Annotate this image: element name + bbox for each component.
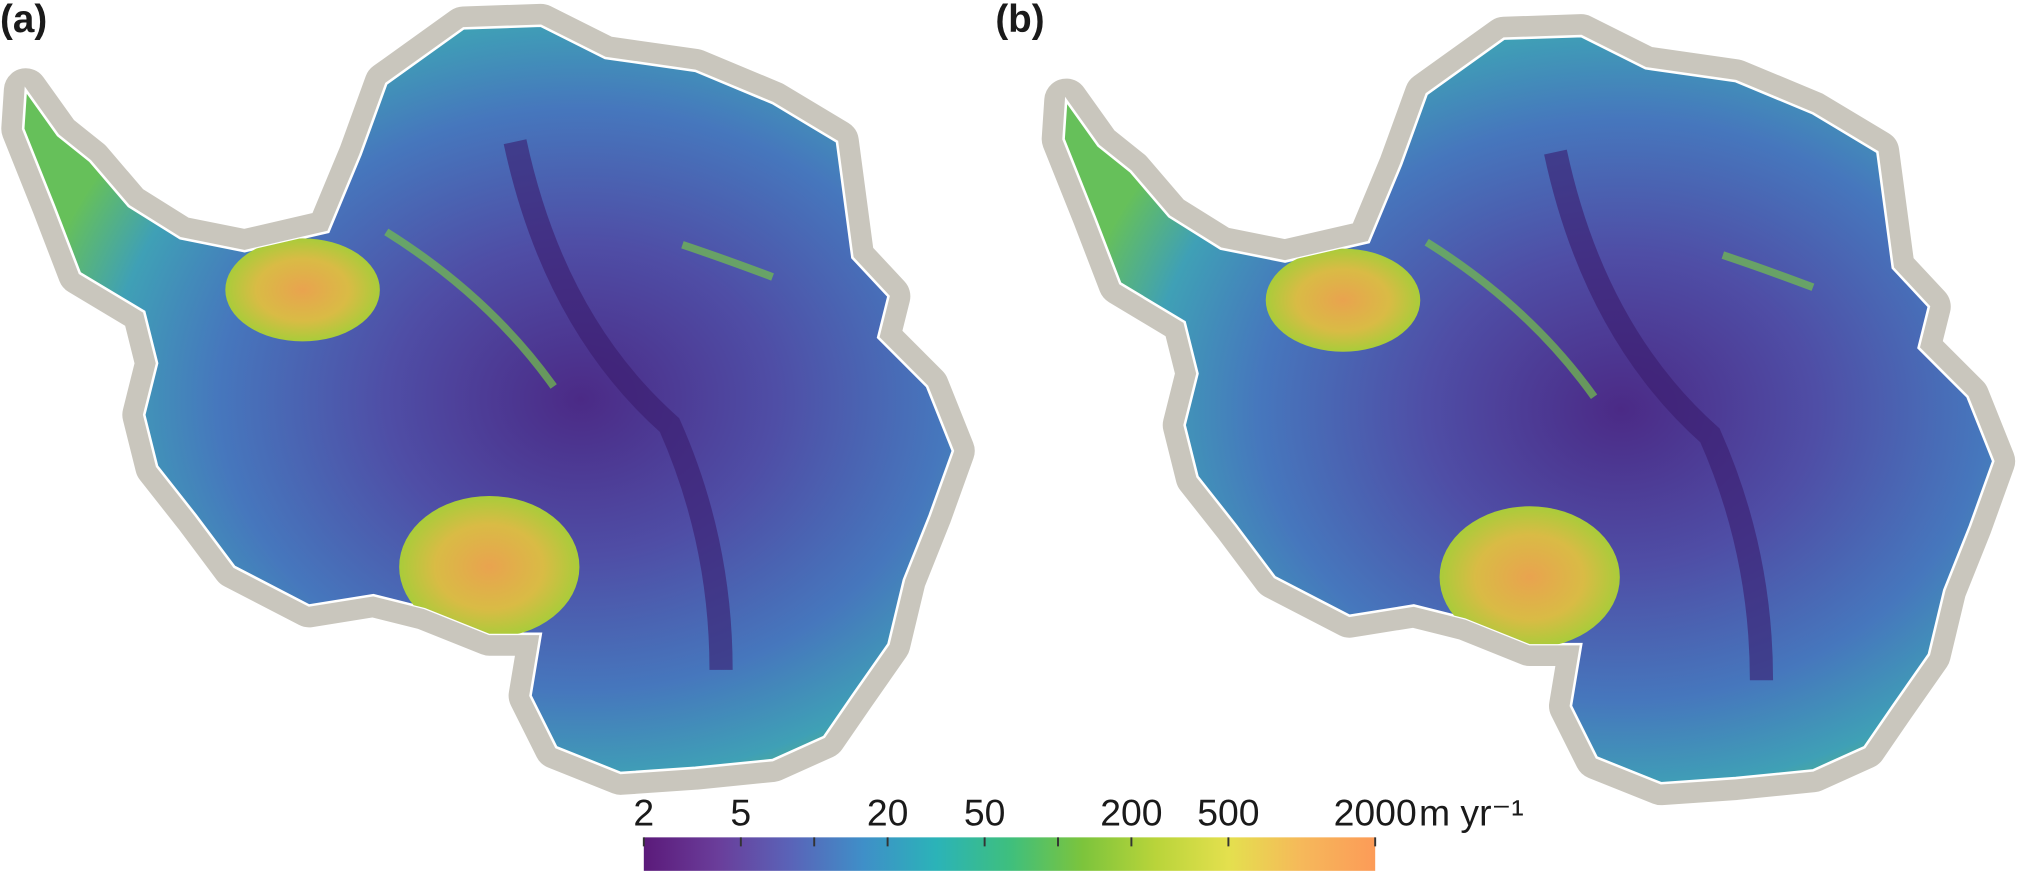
colorbar: 2 5 20 50 200 500 2000 m yr⁻¹ xyxy=(633,791,1524,871)
panel-label: (b) xyxy=(995,0,1044,41)
colorbar-unit: m yr⁻¹ xyxy=(1419,791,1524,833)
colorbar-tick-label: 50 xyxy=(964,791,1006,833)
colorbar-tick-label: 500 xyxy=(1197,791,1259,833)
map-panel-a xyxy=(23,26,953,773)
colorbar-tick-label: 20 xyxy=(867,791,909,833)
colorbar-tick-label: 5 xyxy=(730,791,751,833)
colorbar-tick-label: 2000 xyxy=(1334,791,1417,833)
panel-label: (a) xyxy=(0,0,47,41)
map-panel-b xyxy=(1064,36,1994,783)
colorbar-bar xyxy=(643,837,1376,871)
colorbar-tick-label: 2 xyxy=(633,791,654,833)
colorbar-tick-label: 200 xyxy=(1100,791,1162,833)
